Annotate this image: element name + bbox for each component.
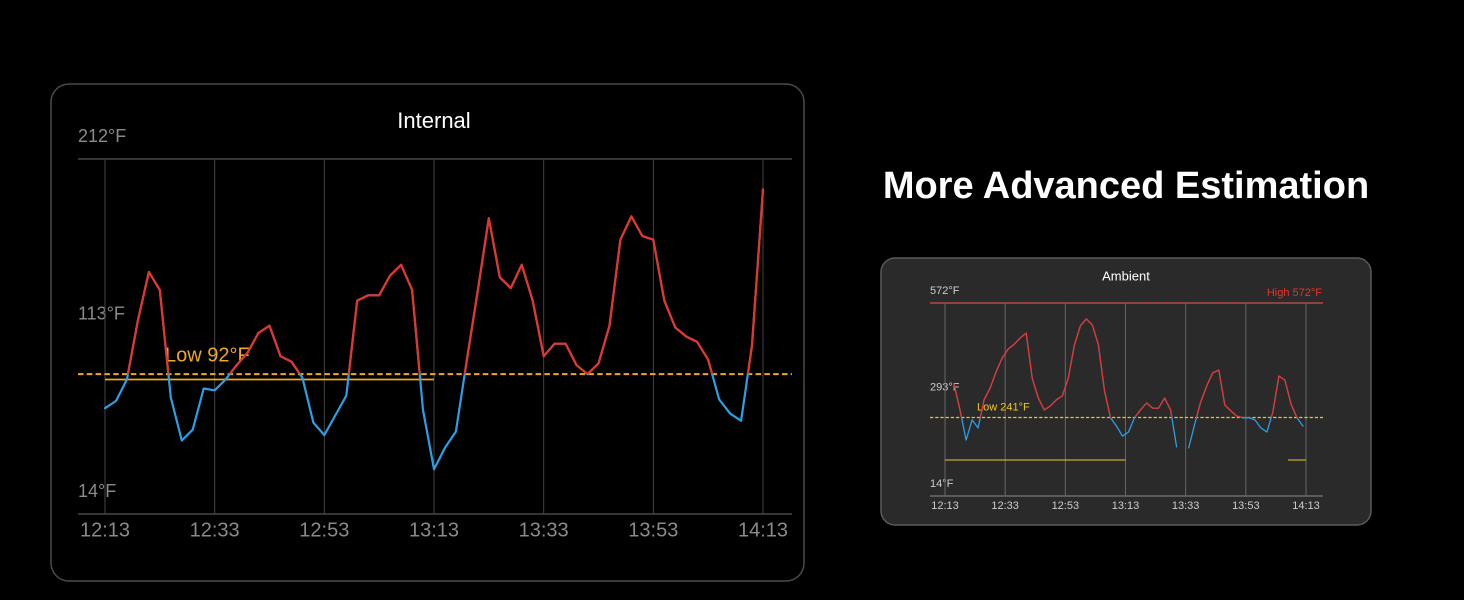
x-tick-label: 12:33: [190, 519, 240, 541]
threshold-label: Low 241°F: [977, 401, 1030, 413]
x-tick-label: 13:13: [409, 519, 459, 541]
chart-title: Ambient: [1102, 268, 1150, 283]
x-tick-label: 12:33: [991, 500, 1019, 512]
y-tick-label: 572°F: [930, 285, 960, 297]
x-tick-label: 13:33: [519, 519, 569, 541]
headline: More Advanced Estimation: [883, 165, 1369, 207]
x-tick-label: 12:13: [80, 519, 130, 541]
threshold-label: High 572°F: [1267, 287, 1322, 299]
x-tick-label: 13:13: [1112, 500, 1140, 512]
y-tick-label: 14°F: [78, 481, 116, 501]
x-tick-label: 14:13: [1292, 500, 1320, 512]
x-tick-label: 13:33: [1172, 500, 1200, 512]
y-tick-label: 212°F: [78, 126, 126, 146]
y-tick-label: 113°F: [78, 303, 125, 323]
x-tick-label: 14:13: [738, 519, 788, 541]
x-tick-label: 13:53: [628, 519, 678, 541]
x-tick-label: 12:13: [931, 500, 959, 512]
x-tick-label: 12:53: [1052, 500, 1080, 512]
x-tick-label: 13:53: [1232, 500, 1260, 512]
series-line-above: [126, 188, 765, 375]
y-tick-label: 14°F: [930, 478, 954, 490]
internal-panel: [50, 83, 805, 582]
chart-title: Internal: [397, 108, 470, 133]
series-line-above: [953, 318, 1298, 418]
threshold-label: Low 92°F: [165, 344, 250, 366]
x-tick-label: 12:53: [299, 519, 349, 541]
